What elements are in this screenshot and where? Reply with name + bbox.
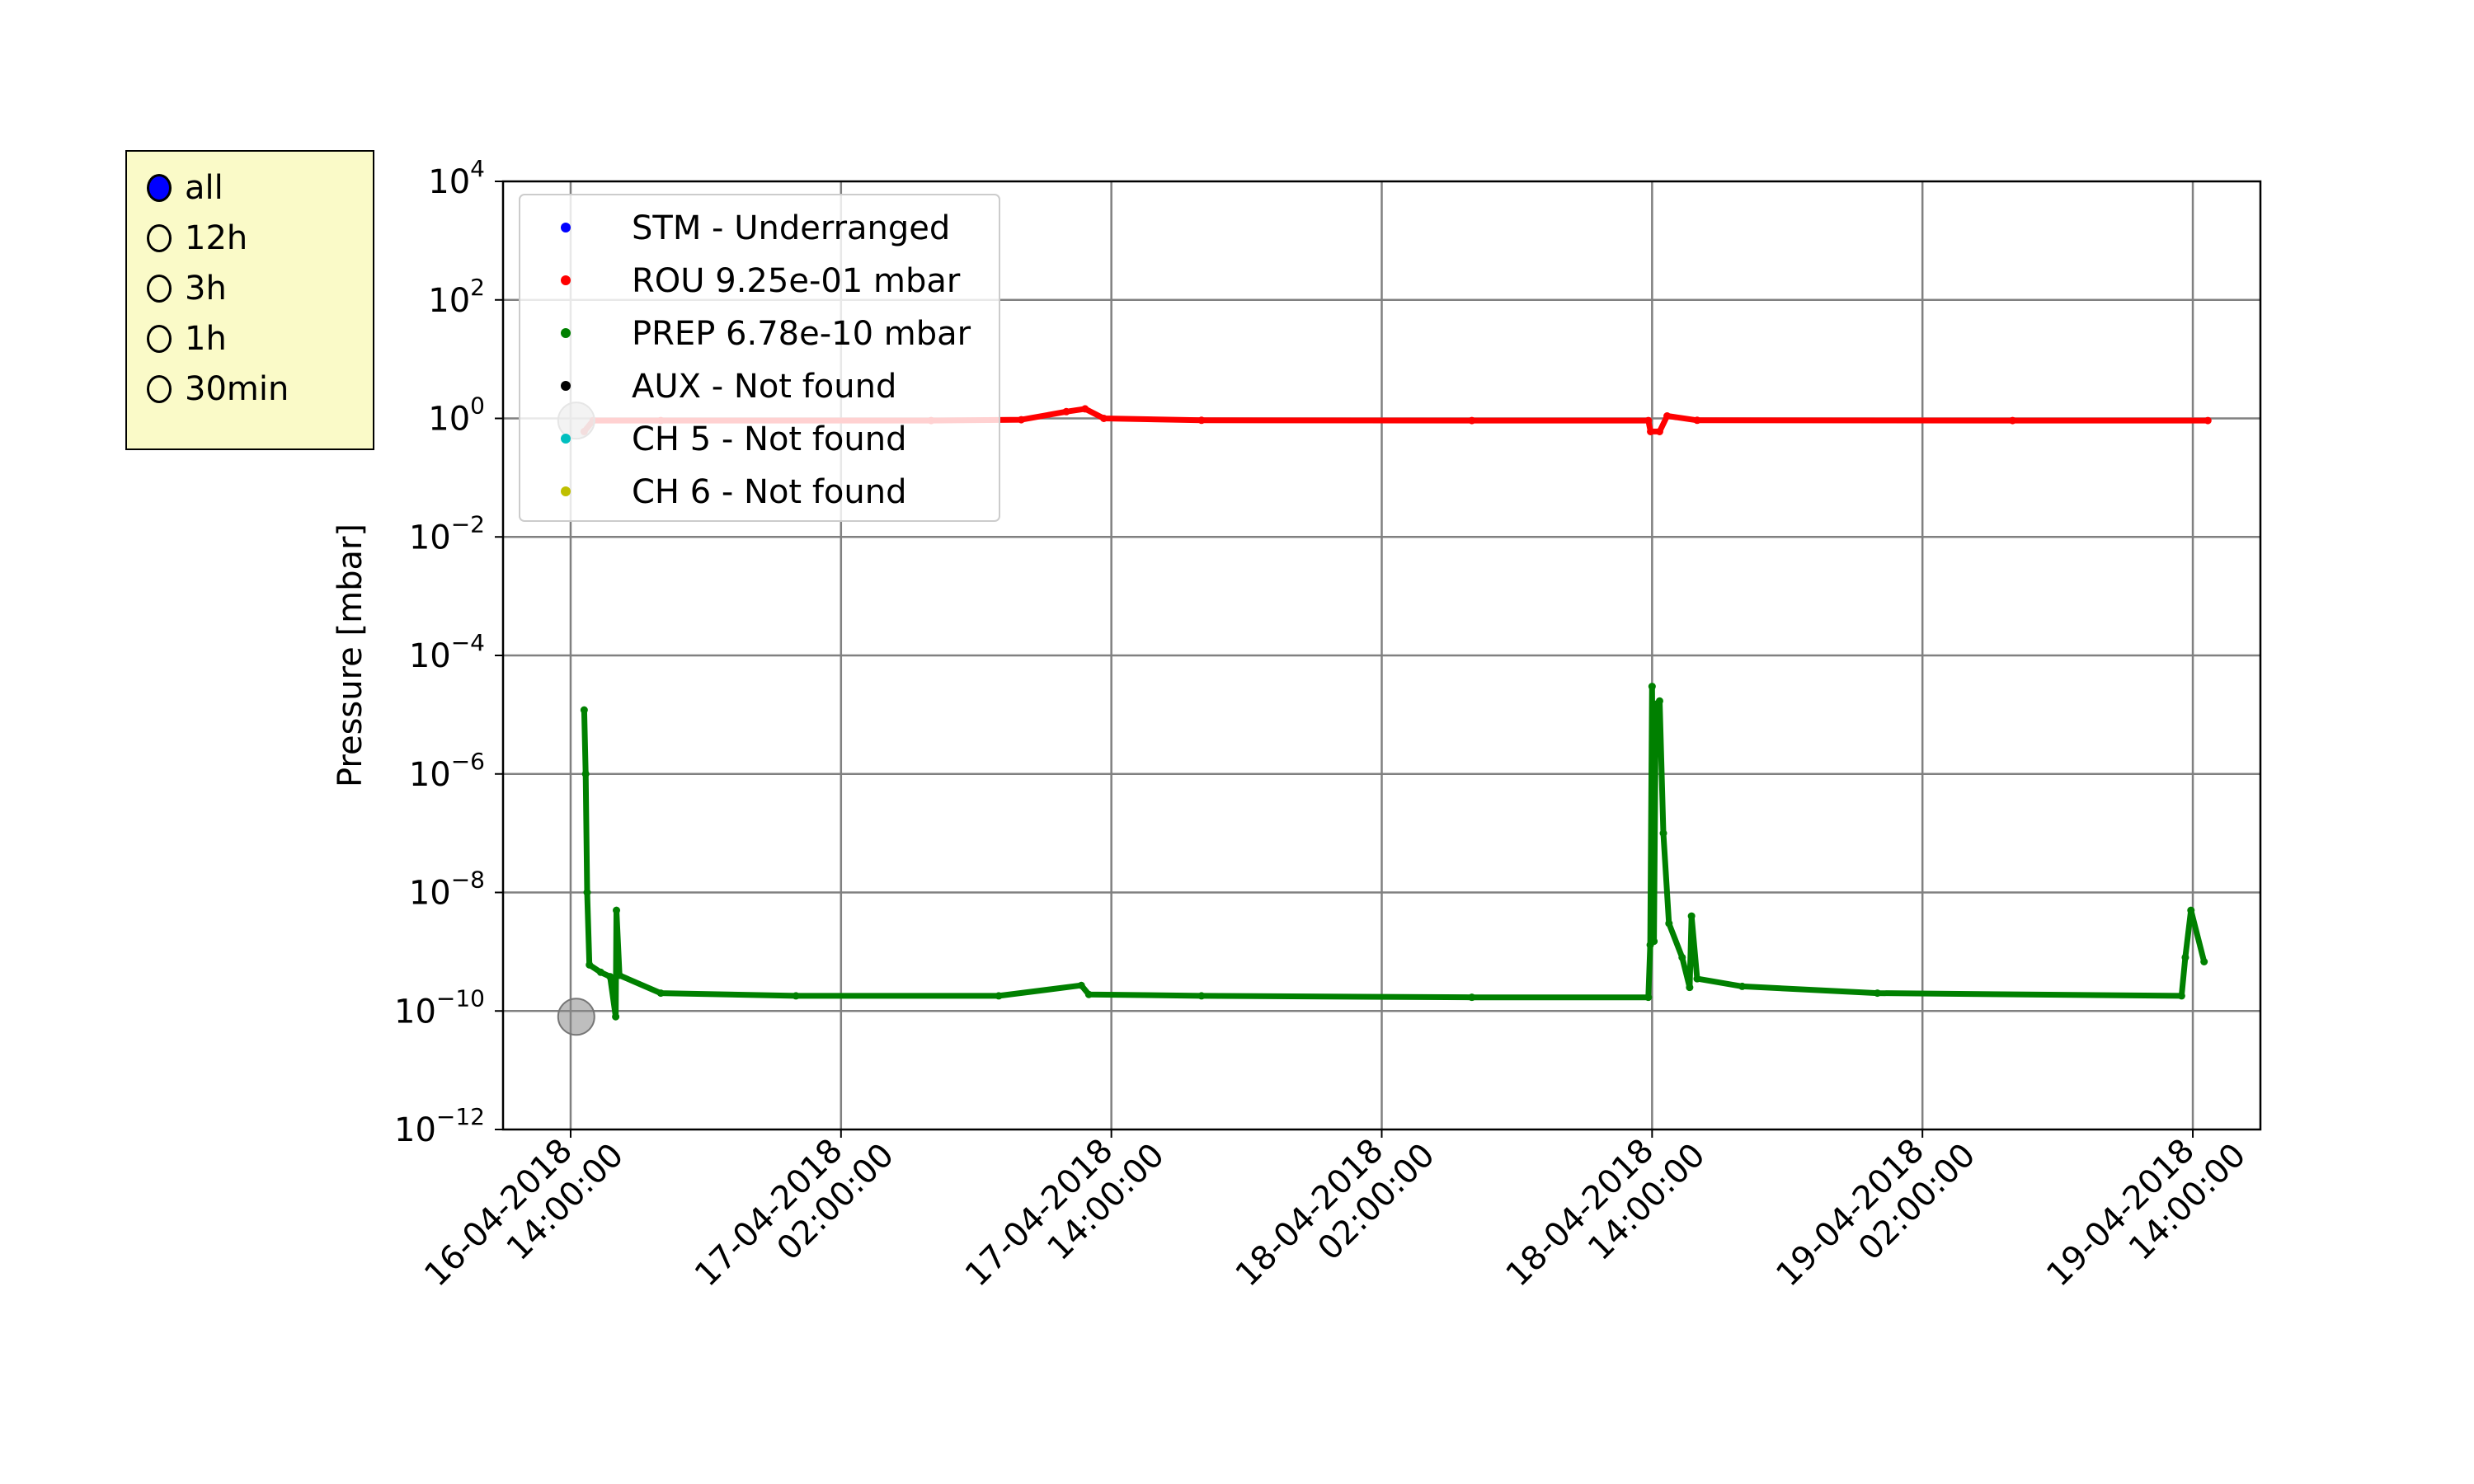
- data-point: [2181, 953, 2189, 961]
- y-tick-label: 10−2: [409, 510, 485, 556]
- data-point: [1077, 981, 1085, 989]
- data-point: [615, 971, 623, 979]
- data-point: [1644, 993, 1653, 1002]
- radio-option-all[interactable]: all: [147, 167, 223, 209]
- data-point: [1693, 416, 1701, 425]
- data-point: [1081, 405, 1089, 413]
- data-point: [1874, 989, 1882, 998]
- data-point: [1655, 427, 1663, 435]
- data-point: [2187, 906, 2195, 914]
- cursor-marker: [557, 998, 595, 1036]
- x-tick-label: 18-04-201802:00:00: [1229, 1108, 1442, 1322]
- radio-button-icon[interactable]: [147, 224, 172, 252]
- data-point: [1197, 992, 1206, 1000]
- data-point: [581, 770, 590, 778]
- legend-marker-3: [561, 381, 571, 391]
- radio-button-icon[interactable]: [147, 275, 172, 303]
- data-point: [1017, 416, 1025, 424]
- y-tick-label: 10−8: [409, 866, 485, 913]
- y-tick-label: 10−6: [409, 748, 485, 794]
- x-tick-label: 17-04-201802:00:00: [688, 1108, 901, 1322]
- data-point: [612, 1012, 620, 1021]
- y-tick-label: 10−12: [394, 1103, 485, 1149]
- data-point: [1659, 829, 1667, 838]
- data-point: [1687, 912, 1696, 920]
- radio-button-icon[interactable]: [147, 174, 172, 202]
- data-point: [995, 992, 1003, 1000]
- data-point: [1084, 990, 1093, 998]
- y-tick-label: 100: [428, 392, 485, 439]
- y-tick-label: 10−10: [394, 984, 485, 1031]
- data-point: [1686, 984, 1694, 992]
- data-point: [1468, 993, 1476, 1002]
- radio-option-1h[interactable]: 1h: [147, 317, 227, 360]
- y-tick-label: 104: [428, 155, 485, 201]
- legend-marker-1: [561, 275, 571, 285]
- data-point: [580, 706, 588, 714]
- x-tick-label: 16-04-201814:00:00: [417, 1108, 631, 1322]
- data-point: [1665, 919, 1673, 928]
- data-point: [1647, 427, 1655, 435]
- data-point: [1062, 407, 1070, 416]
- radio-label: 3h: [185, 270, 227, 308]
- data-point: [2200, 958, 2208, 966]
- data-point: [2008, 416, 2016, 425]
- data-point: [2177, 992, 2185, 1000]
- x-tick-label: 17-04-201814:00:00: [958, 1108, 1172, 1322]
- radio-button-icon[interactable]: [147, 325, 172, 353]
- data-point: [606, 973, 614, 981]
- legend-box: [519, 194, 1000, 522]
- x-tick-label: 19-04-201802:00:00: [1769, 1108, 1982, 1322]
- series-line-2: [581, 683, 2208, 1020]
- legend-label-4: CH 5 - Not found: [632, 420, 906, 458]
- axes-frame: [501, 180, 2262, 1131]
- radio-label: 1h: [185, 320, 227, 358]
- data-point: [613, 906, 621, 914]
- data-point: [586, 960, 594, 969]
- y-tick-label: 102: [428, 274, 485, 320]
- x-tick-label: 19-04-201814:00:00: [2039, 1108, 2253, 1322]
- data-point: [1100, 415, 1108, 422]
- legend-marker-2: [561, 328, 571, 338]
- legend-label-3: AUX - Not found: [632, 368, 896, 406]
- data-point: [2204, 416, 2212, 425]
- data-point: [1693, 974, 1701, 983]
- legend-marker-4: [561, 434, 571, 444]
- legend-label-5: CH 6 - Not found: [632, 473, 906, 511]
- y-tick-label: 10−4: [409, 629, 485, 675]
- radio-option-3h[interactable]: 3h: [147, 267, 227, 310]
- data-point: [596, 968, 604, 976]
- radio-option-12h[interactable]: 12h: [147, 217, 247, 260]
- data-point: [1468, 416, 1476, 425]
- radio-button-icon[interactable]: [147, 375, 172, 403]
- data-point: [583, 889, 591, 896]
- time-range-selector: all 12h 3h 1h 30min: [125, 150, 374, 450]
- legend-marker-0: [561, 223, 571, 232]
- legend-label-1: ROU 9.25e-01 mbar: [632, 262, 961, 300]
- data-point: [656, 989, 665, 998]
- radio-option-30min[interactable]: 30min: [147, 368, 289, 411]
- radio-label: 30min: [185, 370, 289, 408]
- data-point: [1663, 412, 1672, 420]
- legend-label-0: STM - Underranged: [632, 209, 950, 247]
- y-axis-label: Pressure [mbar]: [332, 524, 369, 787]
- x-tick-label: 18-04-201814:00:00: [1499, 1108, 1713, 1322]
- radio-label: 12h: [185, 219, 248, 257]
- radio-label: all: [185, 169, 223, 207]
- data-point: [1644, 416, 1653, 425]
- data-point: [792, 992, 800, 1000]
- data-point: [1655, 697, 1663, 705]
- data-point: [1650, 937, 1658, 946]
- data-point: [1738, 982, 1747, 990]
- data-point: [1197, 416, 1206, 425]
- data-point: [1648, 683, 1656, 691]
- legend-marker-5: [561, 486, 571, 496]
- data-point: [1678, 953, 1686, 961]
- legend-label-2: PREP 6.78e-10 mbar: [632, 315, 971, 353]
